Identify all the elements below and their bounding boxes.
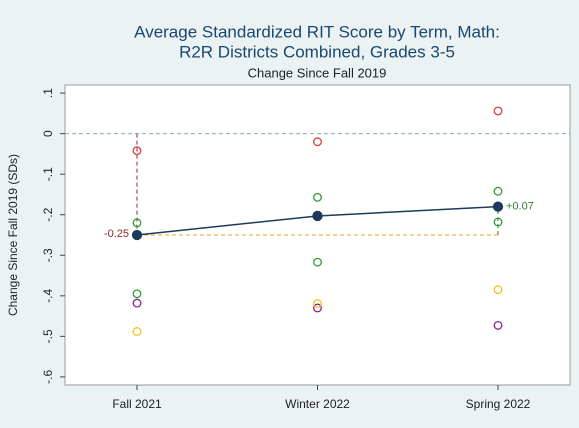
group-point (493, 186, 503, 196)
x-tick-label: Fall 2021 (112, 397, 162, 411)
group-point (132, 218, 142, 228)
y-tick-label: -.1 (41, 167, 55, 181)
group-point (313, 137, 322, 147)
annotation: -0.25 (104, 228, 129, 240)
y-tick-label: -.6 (41, 370, 55, 384)
y-tick-label: .1 (41, 88, 55, 98)
chart-subtitle: Change Since Fall 2019 (248, 65, 387, 80)
group-point (132, 298, 142, 308)
group-point (132, 289, 142, 299)
chart-title: Average Standardized RIT Score by Term, … (134, 22, 500, 41)
group-point (313, 303, 322, 313)
y-tick-label: -.5 (41, 329, 55, 343)
annotation: +0.07 (506, 201, 534, 213)
y-tick-label: -.2 (41, 207, 55, 221)
x-tick-label: Winter 2022 (285, 397, 350, 411)
y-tick-label: 0 (41, 130, 55, 137)
y-axis-label: Change Since Fall 2019 (SDs) (6, 154, 20, 316)
group-point (493, 320, 503, 330)
plot-area (64, 84, 571, 386)
group-point (313, 192, 322, 202)
y-tick-label: -.4 (41, 288, 55, 302)
group-point (313, 257, 322, 267)
group-point (313, 299, 322, 308)
group-point (132, 146, 142, 156)
group-point (493, 285, 503, 295)
average-point (131, 229, 143, 241)
chart-title: R2R Districts Combined, Grades 3-5 (179, 42, 455, 61)
group-point (132, 327, 142, 336)
group-point (493, 217, 503, 227)
x-tick-label: Spring 2022 (466, 397, 531, 411)
average-point (312, 210, 323, 222)
average-point (492, 201, 504, 212)
y-tick-label: -.3 (41, 248, 55, 262)
group-point (493, 106, 503, 116)
